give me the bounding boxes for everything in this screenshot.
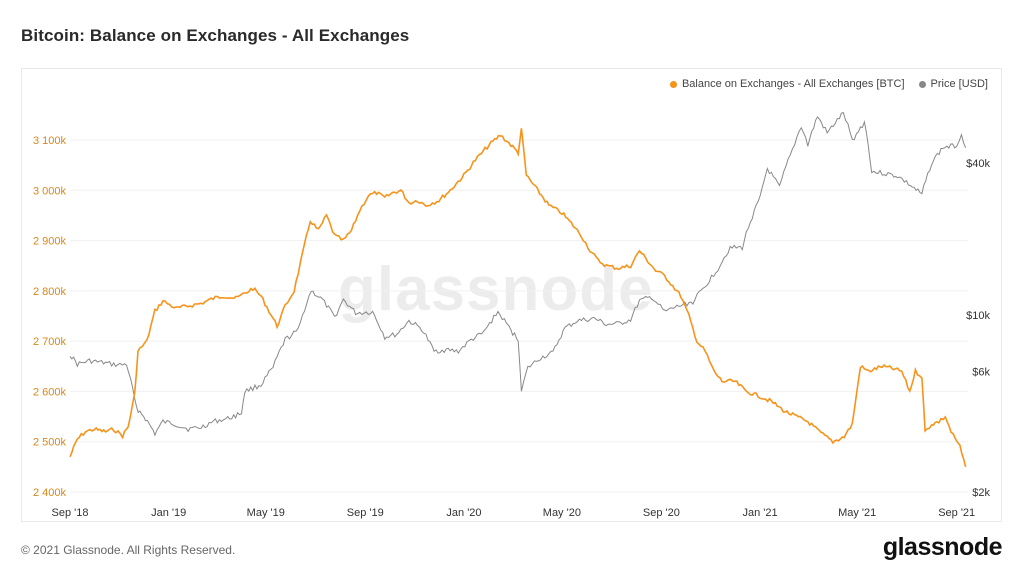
legend-label-balance: Balance on Exchanges - All Exchanges [BT… <box>681 78 905 90</box>
y-left-tick-label: 2 900k <box>33 236 67 248</box>
x-tick-label: Sep '20 <box>643 507 680 519</box>
copyright-text: © 2021 Glassnode. All Rights Reserved. <box>21 543 236 557</box>
chart-title: Bitcoin: Balance on Exchanges - All Exch… <box>21 26 410 45</box>
y-right-tick-label: $2k <box>972 487 990 499</box>
x-tick-label: Jan '20 <box>446 507 481 519</box>
x-tick-label: Jan '21 <box>743 507 778 519</box>
legend-item-balance[interactable]: Balance on Exchanges - All Exchanges [BT… <box>669 78 905 90</box>
x-tick-label: May '21 <box>838 507 876 519</box>
y-left-tick-label: 3 100k <box>33 135 67 147</box>
y-right-tick-label: $6k <box>972 366 990 378</box>
y-left-tick-label: 2 500k <box>33 437 67 449</box>
series-line-price <box>69 111 967 437</box>
x-tick-label: Sep '21 <box>938 507 975 519</box>
y-left-tick-label: 2 800k <box>33 286 67 298</box>
y-left-tick-label: 2 600k <box>33 386 67 398</box>
chart-legend: Balance on Exchanges - All Exchanges [BT… <box>669 78 988 90</box>
series-line-balance <box>69 128 967 468</box>
x-tick-label: Sep '19 <box>347 507 384 519</box>
y-left-tick-label: 2 700k <box>33 336 67 348</box>
chart-frame <box>21 68 1002 522</box>
y-left-tick-label: 2 400k <box>33 487 67 499</box>
y-right-tick-label: $40k <box>966 158 990 170</box>
y-right-tick-label: $10k <box>966 310 990 322</box>
x-tick-label: Jan '19 <box>151 507 186 519</box>
legend-label-price: Price [USD] <box>930 78 988 90</box>
x-tick-label: May '19 <box>247 507 285 519</box>
brand-logo: glassnode <box>882 533 1003 561</box>
x-tick-label: May '20 <box>543 507 581 519</box>
legend-dot-price-icon <box>918 80 926 88</box>
legend-dot-balance-icon <box>669 80 677 88</box>
legend-item-price[interactable]: Price [USD] <box>918 78 988 90</box>
x-tick-label: Sep '18 <box>52 507 89 519</box>
y-left-tick-label: 3 000k <box>33 185 67 197</box>
